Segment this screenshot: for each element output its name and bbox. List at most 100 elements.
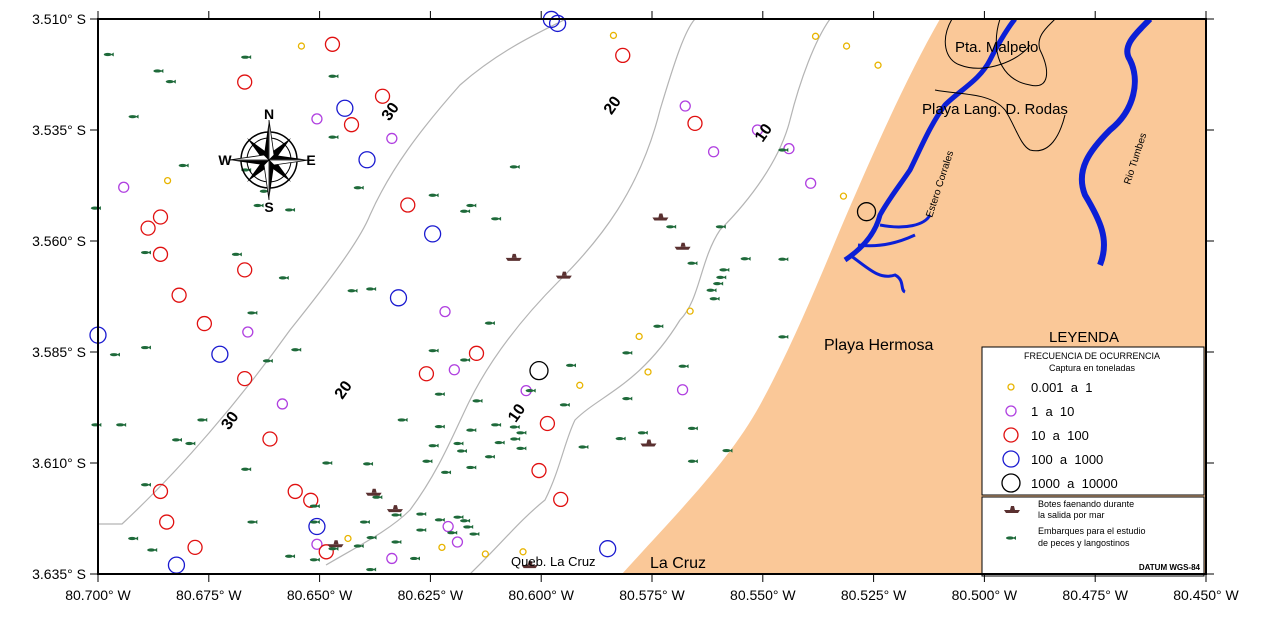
catch-point-class-3 xyxy=(553,491,569,508)
lat-tick-label: 3.560° S xyxy=(32,233,86,249)
fish-marker xyxy=(328,74,339,79)
legend-boats-line1: Botes faenando durante xyxy=(1038,499,1134,509)
lon-tick-label: 80.625° W xyxy=(398,587,464,603)
fish-marker xyxy=(516,446,527,451)
catch-point-class-2 xyxy=(448,364,460,376)
legend-subtitle2: Captura en toneladas xyxy=(1049,363,1136,373)
catch-point-class-4 xyxy=(336,99,354,117)
catch-point-class-2 xyxy=(386,552,398,565)
catch-point-class-2 xyxy=(707,146,720,158)
contour-30 xyxy=(98,19,567,525)
fish-marker xyxy=(778,334,789,339)
lon-tick-label: 80.650° W xyxy=(287,587,353,603)
legend-label-class-1: 0.001 a 1 xyxy=(1031,380,1092,395)
catch-point-class-4 xyxy=(211,345,229,363)
fish-marker xyxy=(247,520,258,525)
compass-w: W xyxy=(218,152,232,168)
contour-10 xyxy=(469,19,831,574)
contour-label-20: 20 xyxy=(601,93,625,117)
catch-point-class-3 xyxy=(374,88,391,104)
depth-contours xyxy=(98,19,831,574)
fish-marker xyxy=(309,520,320,525)
fish-marker xyxy=(434,517,445,522)
legend-boat-entry xyxy=(1004,506,1020,513)
fish-marker xyxy=(491,216,502,221)
contour-label-10: 10 xyxy=(505,401,529,425)
catch-point-class-1 xyxy=(297,42,306,50)
fish-marker xyxy=(128,536,139,541)
fish-marker xyxy=(278,275,289,280)
legend-symbol-class-5 xyxy=(1001,473,1021,493)
compass-west-half xyxy=(228,154,270,161)
fish-marker xyxy=(285,207,296,212)
fish-marker xyxy=(353,544,364,549)
fish-marker xyxy=(715,224,726,229)
catch-point-class-3 xyxy=(262,431,278,447)
legend-symbol-class-4 xyxy=(1002,450,1020,468)
fish-marker xyxy=(778,257,789,262)
fish-marker xyxy=(509,164,520,169)
catch-point-class-3 xyxy=(152,209,169,225)
catch-point-class-1 xyxy=(609,31,618,40)
catch-point-class-3 xyxy=(615,47,631,64)
fish-marker xyxy=(653,324,664,329)
fish-marker xyxy=(328,135,339,140)
fish-marker xyxy=(622,350,633,355)
catch-point-class-3 xyxy=(237,370,253,387)
fish-marker xyxy=(441,470,452,475)
catch-point-class-2 xyxy=(442,520,454,533)
catch-point-class-2 xyxy=(311,538,323,550)
fish-marker xyxy=(416,512,427,517)
catch-point-class-2 xyxy=(118,181,130,193)
fish-marker xyxy=(466,428,477,433)
rivers xyxy=(843,19,1153,294)
catch-point-class-3 xyxy=(237,262,253,278)
lat-tick-label: 3.510° S xyxy=(32,11,86,27)
compass-north-half xyxy=(268,119,275,161)
fish-marker xyxy=(291,347,302,352)
fish-marker xyxy=(391,540,402,545)
fish-marker xyxy=(578,445,589,450)
fish-marker xyxy=(372,495,383,500)
legend-symbol-class-2 xyxy=(1005,405,1017,417)
fish-marker xyxy=(434,424,445,429)
fish-marker xyxy=(90,206,101,211)
fish-marker xyxy=(366,567,377,572)
catch-point-class-1 xyxy=(811,32,820,40)
boat-marker xyxy=(505,253,522,261)
lat-tick-label: 3.610° S xyxy=(32,455,86,471)
compass-east-half xyxy=(268,159,310,166)
fish-marker xyxy=(285,554,296,559)
fish-marker xyxy=(615,436,626,441)
fish-marker xyxy=(740,256,751,261)
fish-marker xyxy=(525,388,536,393)
fish-marker xyxy=(706,288,717,293)
legend-box xyxy=(981,346,1205,496)
axis-ticks: 3.510° S 3.535° S 3.560° S 3.585° S 3.610° S… xyxy=(32,11,1240,603)
fish-marker xyxy=(428,348,439,353)
fish-marker xyxy=(666,224,677,229)
legend-title: LEYENDA xyxy=(1049,329,1119,346)
fish-marker xyxy=(428,443,439,448)
catch-point-class-2 xyxy=(805,177,817,189)
catch-point-class-4 xyxy=(167,556,186,574)
fish-marker xyxy=(559,402,570,407)
boat-marker xyxy=(652,213,669,221)
compass-rose: N S E W xyxy=(218,106,315,215)
catch-point-class-3 xyxy=(318,544,334,560)
compass-n: N xyxy=(264,106,274,122)
fish-marker xyxy=(241,55,252,60)
legend: LEYENDA FRECUENCIA DE OCURRENCIA Captura… xyxy=(981,329,1205,577)
catch-point-class-3 xyxy=(343,117,360,133)
fish-marker xyxy=(722,448,733,453)
fish-marker xyxy=(253,203,264,208)
lat-tick-label: 3.585° S xyxy=(32,344,86,360)
fish-marker xyxy=(165,79,176,84)
boat-marker xyxy=(555,271,572,279)
catch-point-class-4 xyxy=(423,225,442,243)
contour-label-20: 20 xyxy=(332,378,356,402)
fish-marker xyxy=(463,524,474,529)
boat-marker xyxy=(365,488,382,496)
compass-south-half xyxy=(263,159,270,201)
catch-point-class-3 xyxy=(468,345,485,361)
